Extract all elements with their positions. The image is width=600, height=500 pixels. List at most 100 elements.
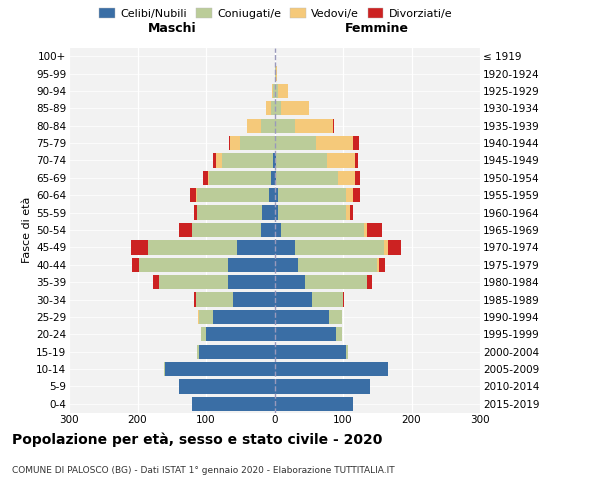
Bar [228,275,275,289]
Bar [275,240,295,254]
Bar [275,118,295,133]
Bar [247,118,261,133]
Bar [273,84,275,98]
Bar [275,327,336,342]
Bar [312,292,343,306]
Bar [272,84,273,98]
Bar [384,240,388,254]
Bar [298,258,377,272]
Bar [275,223,281,237]
Bar [275,292,312,306]
Bar [203,170,208,185]
Bar [261,223,275,237]
Bar [295,118,333,133]
Bar [237,240,275,254]
Bar [275,84,278,98]
Bar [276,154,327,168]
Legend: Celibi/Nubili, Coniugati/e, Vedovi/e, Divorziati/e: Celibi/Nubili, Coniugati/e, Vedovi/e, Di… [97,6,455,21]
Bar [233,292,275,306]
Bar [164,362,165,376]
Bar [278,188,346,202]
Bar [343,292,344,306]
Bar [305,275,367,289]
Bar [327,154,355,168]
Bar [230,136,240,150]
Bar [275,188,278,202]
Bar [179,223,193,237]
Bar [367,223,382,237]
Bar [196,292,233,306]
Bar [199,344,275,359]
Bar [276,66,277,80]
Bar [229,136,230,150]
Bar [213,154,216,168]
Bar [197,344,199,359]
Bar [329,310,341,324]
Text: Femmine: Femmine [345,22,409,36]
Bar [131,240,148,254]
Bar [222,154,273,168]
Bar [194,292,196,306]
Bar [193,223,261,237]
Bar [276,170,338,185]
Bar [190,188,196,202]
Bar [216,154,222,168]
Bar [275,136,316,150]
Bar [152,275,160,289]
Bar [278,206,346,220]
Bar [275,206,278,220]
Bar [275,362,388,376]
Bar [295,240,384,254]
Bar [338,170,355,185]
Bar [281,223,364,237]
Bar [355,154,358,168]
Bar [206,327,275,342]
Bar [275,380,370,394]
Bar [200,327,206,342]
Bar [275,275,305,289]
Bar [377,258,379,272]
Bar [266,101,271,116]
Bar [139,258,228,272]
Bar [364,223,367,237]
Bar [379,258,385,272]
Bar [271,170,275,185]
Bar [353,188,360,202]
Bar [336,327,341,342]
Bar [273,154,275,168]
Text: Maschi: Maschi [148,22,196,36]
Bar [199,310,213,324]
Bar [240,136,275,150]
Bar [275,344,346,359]
Bar [275,396,353,411]
Bar [262,206,275,220]
Bar [278,84,288,98]
Bar [165,362,275,376]
Text: COMUNE DI PALOSCO (BG) - Dati ISTAT 1° gennaio 2020 - Elaborazione TUTTITALIA.IT: COMUNE DI PALOSCO (BG) - Dati ISTAT 1° g… [12,466,395,475]
Bar [197,206,262,220]
Text: Popolazione per età, sesso e stato civile - 2020: Popolazione per età, sesso e stato civil… [12,432,382,447]
Bar [213,310,275,324]
Bar [160,275,228,289]
Bar [333,118,334,133]
Bar [350,206,353,220]
Bar [196,188,197,202]
Bar [275,101,281,116]
Bar [148,240,237,254]
Bar [197,188,269,202]
Bar [346,206,350,220]
Bar [275,66,276,80]
Bar [194,206,197,220]
Bar [228,258,275,272]
Bar [275,258,298,272]
Bar [346,188,353,202]
Bar [275,154,276,168]
Bar [275,310,329,324]
Bar [132,258,139,272]
Bar [355,170,360,185]
Bar [316,136,353,150]
Y-axis label: Fasce di età: Fasce di età [22,197,32,263]
Bar [179,380,275,394]
Bar [271,101,275,116]
Bar [367,275,373,289]
